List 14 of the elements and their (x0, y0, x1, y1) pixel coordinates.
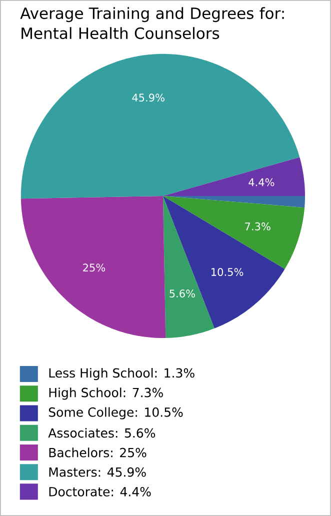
legend-label: Less High School: 1.3% (49, 368, 194, 380)
data-label: 7.3% (245, 222, 270, 230)
legend-label: Bachelors: 25% (49, 448, 146, 458)
legend-label: Some College: 10.5% (48, 407, 183, 420)
legend-label: Masters: 45.9% (49, 467, 146, 477)
legend-label: High School: 7.3% (49, 388, 163, 400)
data-label: 10.5% (212, 268, 244, 276)
data-label: 25% (83, 264, 106, 272)
data-label: 45.9% (132, 94, 164, 102)
data-label: 5.6% (170, 290, 195, 298)
data-label: 4.4% (248, 178, 274, 186)
chart-title: Average Training and Degrees for: Mental Health Counselors (20, 7, 284, 40)
legend-label: Associates: 5.6% (48, 428, 156, 438)
legend-label: Doctorate: 4.4% (49, 486, 151, 496)
